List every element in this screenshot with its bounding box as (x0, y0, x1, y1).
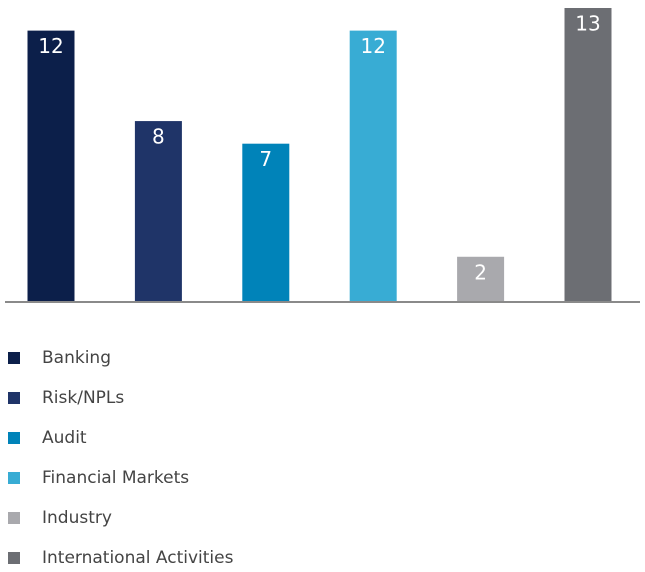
value-label: 12 (38, 34, 63, 58)
legend-swatch (8, 512, 20, 524)
bar (457, 256, 505, 302)
legend-label: Risk/NPLs (42, 388, 124, 408)
bar (242, 143, 290, 302)
bar (564, 8, 612, 302)
bar (349, 30, 397, 302)
legend-label: Audit (42, 428, 87, 448)
bar (134, 121, 182, 302)
legend-swatch (8, 392, 20, 404)
value-label: 2 (474, 260, 487, 284)
value-label: 13 (575, 12, 600, 36)
legend-swatch (8, 352, 20, 364)
legend-swatch (8, 432, 20, 444)
legend-swatch (8, 552, 20, 564)
value-label: 12 (360, 34, 385, 58)
value-label: 7 (259, 147, 272, 171)
value-label: 8 (152, 125, 165, 149)
legend-swatch (8, 472, 20, 484)
legend-label: Banking (42, 348, 111, 368)
legend-label: International Activities (42, 548, 234, 568)
legend-label: Industry (42, 508, 112, 528)
bar (27, 30, 75, 302)
legend-label: Financial Markets (42, 468, 189, 488)
